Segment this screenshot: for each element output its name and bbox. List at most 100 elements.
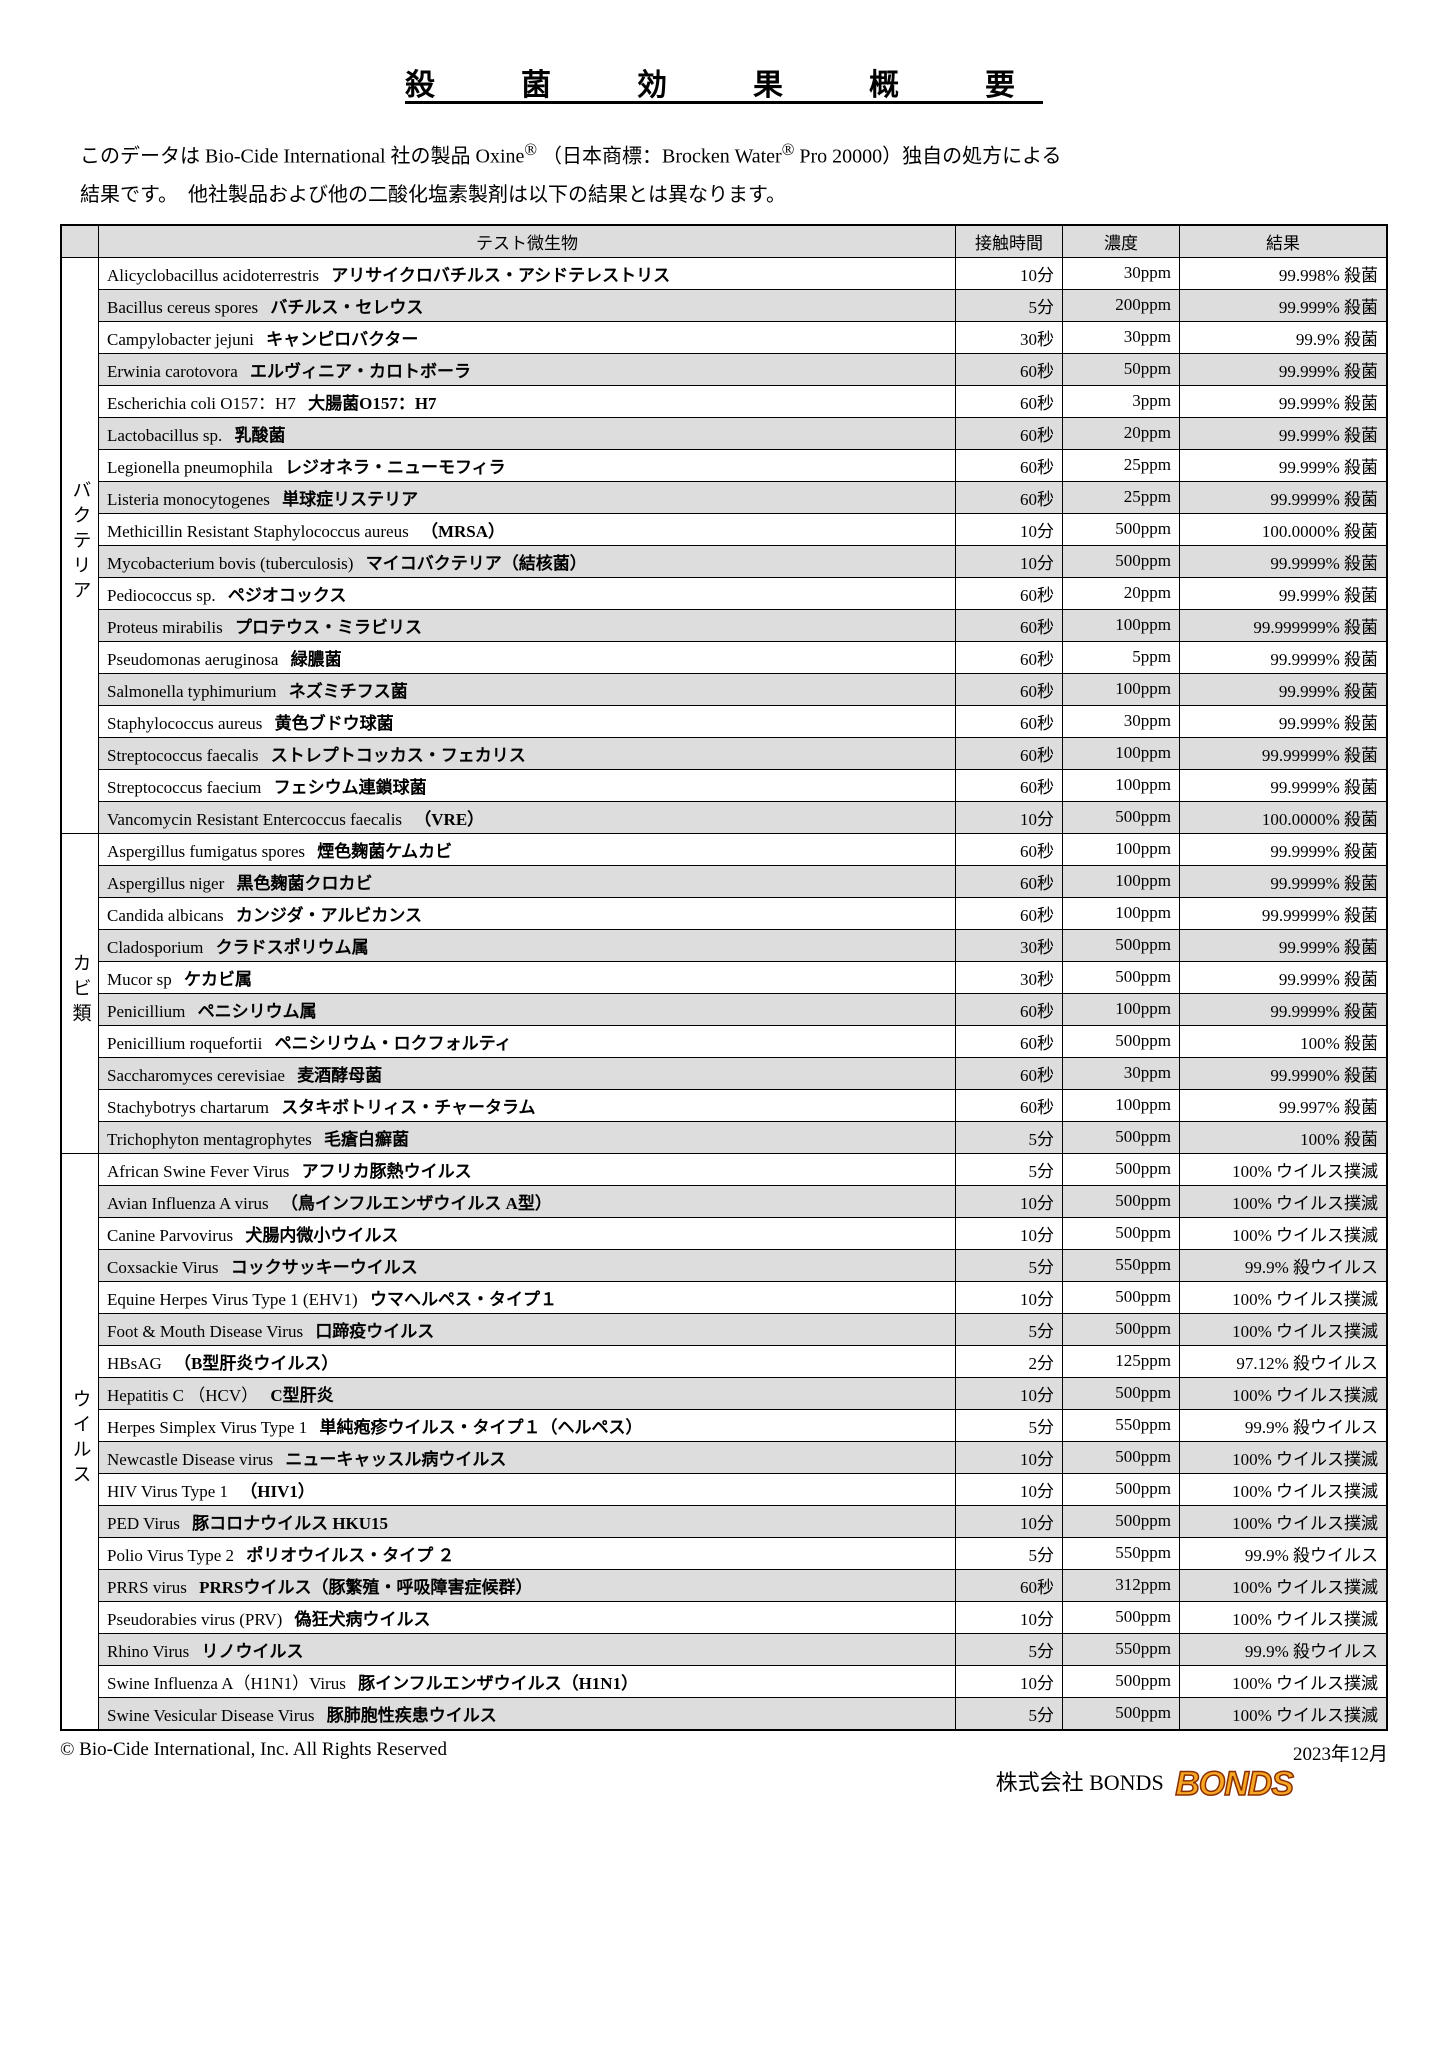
table-row: Candida albicans カンジダ・アルビカンス60秒100ppm99.…	[61, 897, 1387, 929]
result-cell: 99.999% 殺菌	[1180, 673, 1388, 705]
time-cell: 60秒	[956, 385, 1063, 417]
result-cell: 100% ウイルス撲滅	[1180, 1377, 1388, 1409]
conc-cell: 550ppm	[1063, 1633, 1180, 1665]
conc-cell: 30ppm	[1063, 321, 1180, 353]
table-row: Swine Vesicular Disease Virus 豚肺胞性疾患ウイルス…	[61, 1697, 1387, 1730]
result-cell: 100% ウイルス撲滅	[1180, 1185, 1388, 1217]
table-row: Mucor sp ケカビ属30秒500ppm99.999% 殺菌	[61, 961, 1387, 993]
table-row: Legionella pneumophila レジオネラ・ニューモフィラ60秒2…	[61, 449, 1387, 481]
organism-cell: Stachybotrys chartarum スタキボトリィス・チャータラム	[99, 1089, 956, 1121]
organism-cell: Penicillium roquefortii ペニシリウム・ロクフォルティ	[99, 1025, 956, 1057]
organism-cell: Pseudomonas aeruginosa 緑膿菌	[99, 641, 956, 673]
result-cell: 99.998% 殺菌	[1180, 257, 1388, 289]
table-row: Rhino Virus リノウイルス5分550ppm99.9% 殺ウイルス	[61, 1633, 1387, 1665]
result-cell: 99.99999% 殺菌	[1180, 897, 1388, 929]
conc-cell: 500ppm	[1063, 961, 1180, 993]
result-cell: 100% ウイルス撲滅	[1180, 1697, 1388, 1730]
organism-cell: Newcastle Disease virus ニューキャッスル病ウイルス	[99, 1441, 956, 1473]
organism-cell: Candida albicans カンジダ・アルビカンス	[99, 897, 956, 929]
organism-cell: PRRS virus PRRSウイルス（豚繁殖・呼吸障害症候群）	[99, 1569, 956, 1601]
copyright: © Bio-Cide International, Inc. All Right…	[60, 1739, 447, 1760]
table-row: Pseudomonas aeruginosa 緑膿菌60秒5ppm99.9999…	[61, 641, 1387, 673]
conc-cell: 550ppm	[1063, 1409, 1180, 1441]
organism-cell: Saccharomyces cerevisiae 麦酒酵母菌	[99, 1057, 956, 1089]
organism-cell: Trichophyton mentagrophytes 毛瘡白癬菌	[99, 1121, 956, 1153]
efficacy-table: テスト微生物 接触時間 濃度 結果 バクテリアAlicyclobacillus …	[60, 224, 1388, 1731]
organism-cell: Aspergillus fumigatus spores 煙色麹菌ケムカビ	[99, 833, 956, 865]
result-cell: 99.9% 殺ウイルス	[1180, 1409, 1388, 1441]
result-cell: 99.9999% 殺菌	[1180, 865, 1388, 897]
table-row: Canine Parvovirus 犬腸内微小ウイルス10分500ppm100%…	[61, 1217, 1387, 1249]
time-cell: 10分	[956, 1473, 1063, 1505]
time-cell: 60秒	[956, 1025, 1063, 1057]
time-cell: 60秒	[956, 1057, 1063, 1089]
conc-cell: 500ppm	[1063, 1441, 1180, 1473]
table-row: Penicillium ペニシリウム属60秒100ppm99.9999% 殺菌	[61, 993, 1387, 1025]
table-row: Streptococcus faecium フェシウム連鎖球菌60秒100ppm…	[61, 769, 1387, 801]
conc-cell: 500ppm	[1063, 929, 1180, 961]
organism-cell: Escherichia coli O157：H7 大腸菌O157：H7	[99, 385, 956, 417]
table-row: Equine Herpes Virus Type 1 (EHV1) ウマヘルペス…	[61, 1281, 1387, 1313]
time-cell: 10分	[956, 545, 1063, 577]
organism-cell: Herpes Simplex Virus Type 1 単純疱疹ウイルス・タイプ…	[99, 1409, 956, 1441]
time-cell: 30秒	[956, 929, 1063, 961]
time-cell: 60秒	[956, 449, 1063, 481]
table-row: Campylobacter jejuni キャンピロバクター30秒30ppm99…	[61, 321, 1387, 353]
time-cell: 10分	[956, 1441, 1063, 1473]
table-row: Avian Influenza A virus （鳥インフルエンザウイルス A型…	[61, 1185, 1387, 1217]
result-cell: 99.999% 殺菌	[1180, 449, 1388, 481]
conc-cell: 100ppm	[1063, 865, 1180, 897]
conc-cell: 3ppm	[1063, 385, 1180, 417]
organism-cell: Bacillus cereus spores バチルス・セレウス	[99, 289, 956, 321]
header-blank	[61, 225, 99, 258]
organism-cell: Listeria monocytogenes 単球症リステリア	[99, 481, 956, 513]
result-cell: 100% ウイルス撲滅	[1180, 1665, 1388, 1697]
result-cell: 100% ウイルス撲滅	[1180, 1217, 1388, 1249]
result-cell: 99.9999% 殺菌	[1180, 641, 1388, 673]
organism-cell: Penicillium ペニシリウム属	[99, 993, 956, 1025]
table-row: ウイルスAfrican Swine Fever Virus アフリカ豚熱ウイルス…	[61, 1153, 1387, 1185]
conc-cell: 100ppm	[1063, 609, 1180, 641]
organism-cell: Erwinia carotovora エルヴィニア・カロトボーラ	[99, 353, 956, 385]
time-cell: 30秒	[956, 961, 1063, 993]
time-cell: 60秒	[956, 417, 1063, 449]
table-row: Bacillus cereus spores バチルス・セレウス5分200ppm…	[61, 289, 1387, 321]
time-cell: 10分	[956, 801, 1063, 833]
conc-cell: 500ppm	[1063, 1025, 1180, 1057]
conc-cell: 25ppm	[1063, 449, 1180, 481]
organism-cell: Proteus mirabilis プロテウス・ミラビリス	[99, 609, 956, 641]
organism-cell: Hepatitis C （HCV） C型肝炎	[99, 1377, 956, 1409]
conc-cell: 30ppm	[1063, 705, 1180, 737]
conc-cell: 500ppm	[1063, 1665, 1180, 1697]
result-cell: 99.9999% 殺菌	[1180, 993, 1388, 1025]
table-row: Herpes Simplex Virus Type 1 単純疱疹ウイルス・タイプ…	[61, 1409, 1387, 1441]
conc-cell: 30ppm	[1063, 1057, 1180, 1089]
table-row: HBsAG （B型肝炎ウイルス）2分125ppm97.12% 殺ウイルス	[61, 1345, 1387, 1377]
conc-cell: 100ppm	[1063, 833, 1180, 865]
bonds-logo-icon: BONDS	[1175, 1765, 1293, 1804]
table-row: Swine Influenza A（H1N1）Virus 豚インフルエンザウイル…	[61, 1665, 1387, 1697]
conc-cell: 500ppm	[1063, 1473, 1180, 1505]
time-cell: 5分	[956, 1537, 1063, 1569]
table-row: Vancomycin Resistant Entercoccus faecali…	[61, 801, 1387, 833]
table-row: Coxsackie Virus コックサッキーウイルス5分550ppm99.9%…	[61, 1249, 1387, 1281]
conc-cell: 500ppm	[1063, 1217, 1180, 1249]
conc-cell: 500ppm	[1063, 1281, 1180, 1313]
time-cell: 30秒	[956, 321, 1063, 353]
time-cell: 10分	[956, 257, 1063, 289]
time-cell: 10分	[956, 1665, 1063, 1697]
result-cell: 99.999% 殺菌	[1180, 353, 1388, 385]
organism-cell: Swine Influenza A（H1N1）Virus 豚インフルエンザウイル…	[99, 1665, 956, 1697]
conc-cell: 312ppm	[1063, 1569, 1180, 1601]
time-cell: 10分	[956, 1601, 1063, 1633]
result-cell: 99.999% 殺菌	[1180, 417, 1388, 449]
time-cell: 10分	[956, 1217, 1063, 1249]
page-title: 殺 菌 効 果 概 要	[60, 60, 1388, 104]
organism-cell: Streptococcus faecalis ストレプトコッカス・フェカリス	[99, 737, 956, 769]
table-row: Pediococcus sp. ペジオコックス60秒20ppm99.999% 殺…	[61, 577, 1387, 609]
table-row: Saccharomyces cerevisiae 麦酒酵母菌60秒30ppm99…	[61, 1057, 1387, 1089]
organism-cell: African Swine Fever Virus アフリカ豚熱ウイルス	[99, 1153, 956, 1185]
organism-cell: Pediococcus sp. ペジオコックス	[99, 577, 956, 609]
conc-cell: 125ppm	[1063, 1345, 1180, 1377]
organism-cell: Vancomycin Resistant Entercoccus faecali…	[99, 801, 956, 833]
